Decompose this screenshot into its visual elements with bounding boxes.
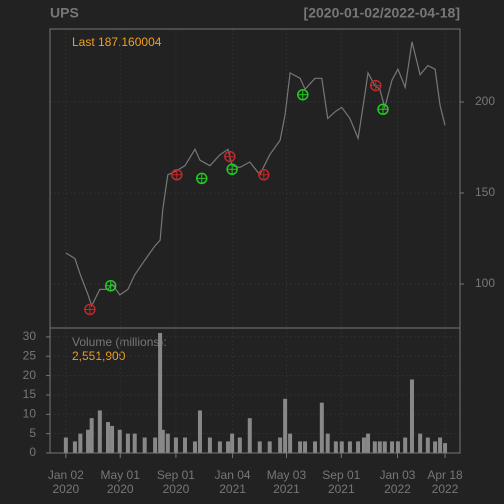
volume-bar [165,433,170,453]
x-tick-label: Sep 01 2020 [157,468,195,496]
volume-bar [319,402,324,453]
volume-bar [257,441,262,453]
sell-signal-cross [171,169,182,180]
x-tick-label: Sep 01 2021 [322,468,360,496]
volume-bar [153,437,158,453]
y-tick-label: 150 [475,185,495,199]
volume-bar [372,441,377,453]
volume-bar [288,433,293,453]
y-tick-label: 0 [29,445,36,459]
volume-bar [183,437,188,453]
volume-bar [158,333,163,453]
volume-bar [132,433,137,453]
volume-bar [425,437,430,453]
x-tick-label: May 01 2020 [101,468,141,496]
x-tick-label: May 03 2021 [267,468,307,496]
volume-bar [339,441,344,453]
volume-bar [298,441,303,453]
volume-bar [356,441,361,453]
sell-signal-cross [258,169,269,180]
volume-bar [278,437,283,453]
y-tick-label: 15 [23,387,37,401]
x-tick-label: Jan 03 2022 [379,468,415,496]
volume-bar [313,441,318,453]
volume-bar [192,441,197,453]
volume-bar [63,437,68,453]
volume-bar [433,441,438,453]
volume-bar [97,410,102,453]
y-tick-label: 30 [23,329,37,343]
volume-bar [377,441,382,453]
x-tick-label: Jan 02 2020 [48,468,84,496]
volume-bar [418,433,423,453]
volume-bar [347,441,352,453]
volume-bar [303,441,308,453]
volume-bar [160,429,165,453]
volume-bar [110,425,115,453]
buy-signal-cross [227,164,238,175]
volume-bar [409,379,414,453]
volume-bar [443,443,448,453]
volume-bar [333,441,338,453]
volume-label: Volume (millions): [72,335,167,349]
volume-bar [226,441,231,453]
y-tick-label: 5 [29,426,36,440]
x-tick-label: Jan 04 2021 [215,468,251,496]
volume-bar [72,441,77,453]
last-price: Last 187.160004 [72,35,162,49]
price-line [65,41,446,308]
y-tick-label: 25 [23,348,37,362]
sell-signal-cross [224,151,235,162]
y-tick-label: 10 [23,406,37,420]
volume-bar [105,422,110,453]
volume-bar [361,437,366,453]
volume-bar [395,441,400,453]
volume-bar [78,433,83,453]
volume-bar [237,437,242,453]
volume-bar [267,441,272,453]
volume-bar [142,437,147,453]
volume-bar [86,429,91,453]
y-tick-label: 200 [475,94,495,108]
panel-frame [49,327,461,454]
x-tick-label: Apr 18 2022 [427,468,463,496]
y-tick-label: 20 [23,368,37,382]
volume-bar [207,437,212,453]
buy-signal-cross [377,104,388,115]
sell-signal-cross [370,80,381,91]
sell-signal-cross [84,304,95,315]
y-tick-label: 100 [475,276,495,290]
volume-bar [89,418,94,453]
volume-bar [283,398,288,453]
panel-frame [49,28,461,329]
volume-bar [125,433,130,453]
date-range: [2020-01-02/2022-04-18] [304,5,460,21]
volume-bar [382,441,387,453]
buy-signal-cross [196,173,207,184]
buy-signal-cross [105,280,116,291]
volume-bar [173,437,178,453]
buy-signal-cross [297,89,308,100]
volume-bar [390,441,395,453]
volume-bar [403,437,408,453]
volume-bar [325,433,330,453]
volume-bar [247,418,252,453]
chart-title: UPS [50,5,79,21]
volume-bar [197,410,202,453]
volume-bar [117,429,122,453]
volume-bar [217,441,222,453]
volume-bar [230,433,235,453]
volume-bar [438,437,443,453]
volume-bar [366,433,371,453]
